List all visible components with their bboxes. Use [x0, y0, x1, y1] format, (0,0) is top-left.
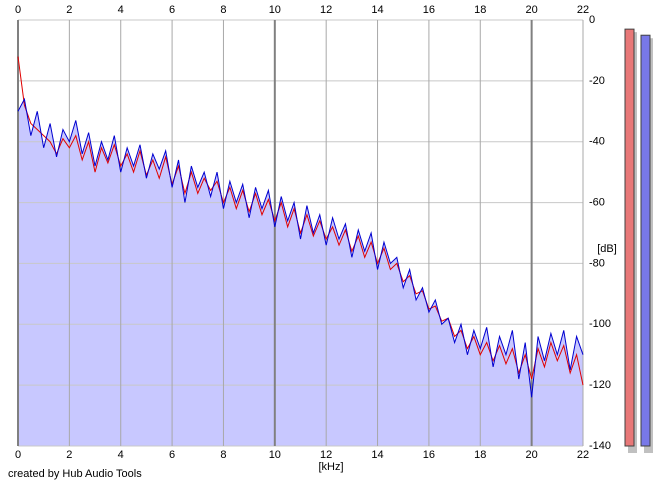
level-meter — [640, 34, 651, 447]
spectrum-line — [17, 56, 584, 386]
level-meter — [624, 28, 635, 447]
y-tick-label: 0 — [589, 14, 595, 26]
x-axis-label: [kHz] — [318, 461, 343, 473]
x-tick-label: 14 — [371, 449, 383, 461]
y-tick-label: -60 — [589, 196, 605, 208]
x-tick-label-top: 0 — [15, 4, 21, 16]
x-tick-label: 4 — [118, 449, 124, 461]
x-tick-label: 10 — [269, 449, 281, 461]
y-tick-label: -120 — [589, 379, 611, 391]
y-tick-label: -140 — [589, 440, 611, 452]
x-tick-label: 6 — [169, 449, 175, 461]
y-tick-label: -80 — [589, 257, 605, 269]
x-tick-label-top: 14 — [371, 4, 383, 16]
x-tick-label-top: 2 — [66, 4, 72, 16]
x-tick-label-top: 6 — [169, 4, 175, 16]
spectrum-fill — [18, 99, 583, 446]
x-tick-label: 0 — [15, 449, 21, 461]
x-tick-label-top: 12 — [320, 4, 332, 16]
x-tick-label: 22 — [577, 449, 589, 461]
x-tick-label: 12 — [320, 449, 332, 461]
x-tick-label-top: 22 — [577, 4, 589, 16]
x-tick-label-top: 4 — [118, 4, 124, 16]
y-tick-label: -20 — [589, 75, 605, 87]
y-axis-label: [dB] — [597, 243, 617, 255]
y-tick-label: -40 — [589, 136, 605, 148]
x-tick-label-top: 20 — [526, 4, 538, 16]
x-tick-label-top: 16 — [423, 4, 435, 16]
y-tick-label: -100 — [589, 318, 611, 330]
credit: created by Hub Audio Tools — [8, 468, 142, 480]
x-tick-label: 8 — [220, 449, 226, 461]
x-tick-label-top: 18 — [474, 4, 486, 16]
x-tick-label: 2 — [66, 449, 72, 461]
spectrum-line — [17, 97, 584, 398]
x-tick-label: 16 — [423, 449, 435, 461]
x-tick-label-top: 10 — [269, 4, 281, 16]
x-tick-label: 18 — [474, 449, 486, 461]
x-tick-label-top: 8 — [220, 4, 226, 16]
x-tick-label: 20 — [526, 449, 538, 461]
